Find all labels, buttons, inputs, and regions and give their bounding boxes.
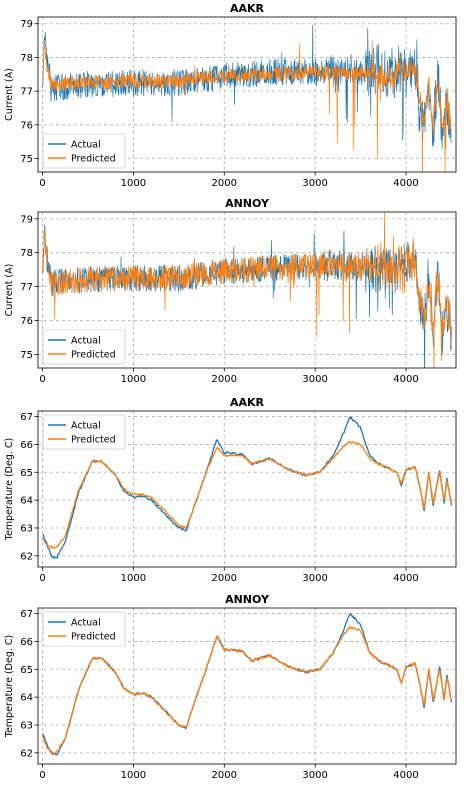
x-tick-label: 2000 bbox=[212, 178, 237, 189]
chart-title: AAKR bbox=[230, 2, 265, 15]
series-line-predicted bbox=[42, 40, 452, 172]
x-tick-label: 4000 bbox=[393, 178, 418, 189]
y-tick-label: 66 bbox=[20, 440, 33, 451]
series-line-actual bbox=[42, 224, 452, 368]
x-tick-label: 0 bbox=[39, 770, 45, 781]
x-tick-label: 2000 bbox=[212, 770, 237, 781]
chart-title: ANNOY bbox=[225, 197, 270, 210]
y-tick-label: 76 bbox=[20, 120, 33, 131]
legend-box bbox=[42, 329, 126, 365]
x-tick-label: 0 bbox=[39, 178, 45, 189]
y-tick-label: 62 bbox=[20, 748, 33, 759]
chart-panel: AAKR 0 1000 2000 3000 4000 62 63 64 65 66 67 Tempera… bbox=[4, 396, 457, 584]
y-tick-label: 79 bbox=[20, 19, 33, 30]
y-tick-label: 66 bbox=[20, 637, 33, 648]
legend-label-predicted: Predicted bbox=[71, 350, 116, 361]
plot-frame bbox=[37, 410, 457, 568]
y-tick-label: 75 bbox=[20, 154, 33, 165]
y-axis-label: Temperature (Deg. C) bbox=[4, 438, 15, 541]
series-line-predicted bbox=[42, 212, 452, 368]
legend-box bbox=[42, 611, 126, 647]
legend-label-predicted: Predicted bbox=[71, 632, 116, 643]
x-tick-label: 2000 bbox=[212, 573, 237, 584]
y-tick-label: 75 bbox=[20, 350, 33, 361]
x-tick-label: 1000 bbox=[121, 178, 146, 189]
plot-frame bbox=[37, 16, 457, 173]
y-axis-label: Current (A) bbox=[4, 264, 15, 317]
legend-label-actual: Actual bbox=[71, 336, 101, 347]
y-axis-label: Temperature (Deg. C) bbox=[4, 635, 15, 738]
x-tick-label: 0 bbox=[39, 374, 45, 385]
legend-label-actual: Actual bbox=[71, 618, 101, 629]
x-tick-label: 2000 bbox=[212, 374, 237, 385]
chart-title: AAKR bbox=[230, 396, 265, 409]
series-line-predicted bbox=[41, 625, 453, 755]
legend-label-actual: Actual bbox=[71, 421, 101, 432]
y-tick-label: 77 bbox=[20, 87, 33, 98]
legend-label-actual: Actual bbox=[71, 140, 101, 151]
legend-label-predicted: Predicted bbox=[71, 435, 116, 446]
series-line-predicted bbox=[42, 440, 453, 550]
chart-panel: AAKR 0 1000 2000 3000 4000 75 76 77 78 79 Current (… bbox=[4, 2, 457, 189]
y-tick-label: 64 bbox=[20, 693, 33, 704]
chart-title: ANNOY bbox=[225, 593, 270, 606]
legend-box bbox=[42, 414, 126, 450]
y-tick-label: 67 bbox=[20, 609, 33, 620]
legend: Actual Predicted bbox=[42, 133, 126, 169]
y-tick-label: 67 bbox=[20, 412, 33, 423]
x-tick-label: 3000 bbox=[302, 178, 327, 189]
x-tick-label: 0 bbox=[39, 573, 45, 584]
legend: Actual Predicted bbox=[42, 329, 126, 365]
chart-panel: ANNOY 0 1000 2000 3000 4000 62 63 64 65 66 67 Temper… bbox=[4, 593, 457, 781]
x-tick-label: 4000 bbox=[393, 770, 418, 781]
x-tick-label: 3000 bbox=[302, 573, 327, 584]
x-tick-label: 1000 bbox=[121, 374, 146, 385]
y-tick-label: 78 bbox=[20, 53, 33, 64]
y-tick-label: 63 bbox=[20, 721, 33, 732]
y-tick-label: 78 bbox=[20, 248, 33, 259]
y-tick-label: 62 bbox=[20, 551, 33, 562]
x-tick-label: 4000 bbox=[393, 374, 418, 385]
x-tick-label: 3000 bbox=[302, 770, 327, 781]
legend-box bbox=[42, 133, 126, 169]
x-tick-label: 3000 bbox=[302, 374, 327, 385]
y-axis-label: Current (A) bbox=[4, 68, 15, 121]
y-tick-label: 79 bbox=[20, 214, 33, 225]
y-tick-label: 64 bbox=[20, 496, 33, 507]
legend: Actual Predicted bbox=[42, 414, 126, 450]
x-tick-label: 1000 bbox=[121, 770, 146, 781]
plot-frame bbox=[37, 607, 457, 765]
plot-frame bbox=[37, 211, 457, 369]
y-tick-label: 65 bbox=[20, 468, 33, 479]
x-tick-label: 4000 bbox=[393, 573, 418, 584]
y-tick-label: 63 bbox=[20, 524, 33, 535]
x-tick-label: 1000 bbox=[121, 573, 146, 584]
chart-panel: ANNOY 0 1000 2000 3000 4000 75 76 77 78 79 Current … bbox=[4, 197, 457, 385]
legend: Actual Predicted bbox=[42, 611, 126, 647]
y-tick-label: 76 bbox=[20, 316, 33, 327]
y-tick-label: 65 bbox=[20, 665, 33, 676]
y-tick-label: 77 bbox=[20, 282, 33, 293]
legend-label-predicted: Predicted bbox=[71, 154, 116, 165]
